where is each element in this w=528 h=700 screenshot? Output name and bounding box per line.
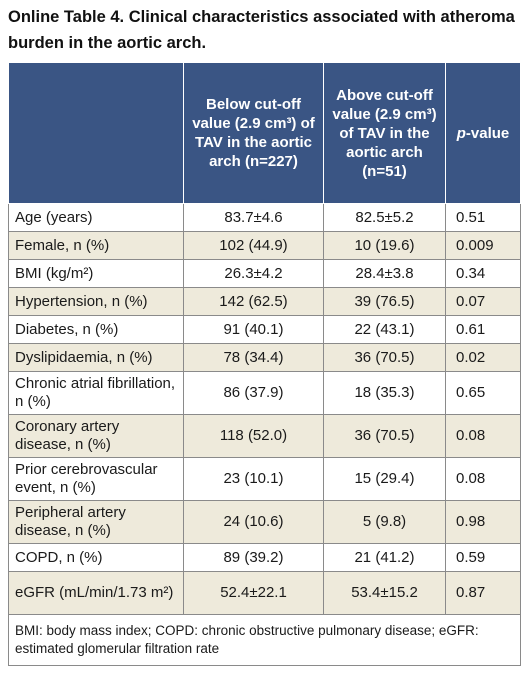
above-value: 39 (76.5) xyxy=(323,287,446,316)
above-value: 22 (43.1) xyxy=(323,315,446,344)
above-value: 36 (70.5) xyxy=(323,414,446,458)
below-value: 52.4±22.1 xyxy=(183,571,324,615)
above-value: 10 (19.6) xyxy=(323,231,446,260)
below-value: 23 (10.1) xyxy=(183,457,324,501)
below-value: 102 (44.9) xyxy=(183,231,324,260)
p-value: 0.51 xyxy=(445,203,521,232)
p-value: 0.65 xyxy=(445,371,521,415)
p-value: 0.98 xyxy=(445,500,521,544)
characteristics-table: Below cut-off value (2.9 cm³) of TAV in … xyxy=(8,62,521,666)
below-value: 118 (52.0) xyxy=(183,414,324,458)
p-value: 0.07 xyxy=(445,287,521,316)
above-value: 36 (70.5) xyxy=(323,343,446,372)
row-label: Diabetes, n (%) xyxy=(8,315,184,344)
below-value: 89 (39.2) xyxy=(183,543,324,572)
row-label: Hypertension, n (%) xyxy=(8,287,184,316)
below-value: 86 (37.9) xyxy=(183,371,324,415)
below-value: 91 (40.1) xyxy=(183,315,324,344)
table-row: COPD, n (%) 89 (39.2) 21 (41.2) 0.59 xyxy=(8,543,521,572)
table-title: Online Table 4. Clinical characteristics… xyxy=(8,8,515,52)
table-row: Peripheral artery disease, n (%) 24 (10.… xyxy=(8,500,521,544)
row-label: eGFR (mL/min/1.73 m²) xyxy=(8,571,184,615)
below-value: 26.3±4.2 xyxy=(183,259,324,288)
row-label: Peripheral artery disease, n (%) xyxy=(8,500,184,544)
footnote: BMI: body mass index; COPD: chronic obst… xyxy=(8,614,521,666)
row-label: Prior cerebrovascular event, n (%) xyxy=(8,457,184,501)
above-value: 5 (9.8) xyxy=(323,500,446,544)
below-value: 142 (62.5) xyxy=(183,287,324,316)
table-row: Diabetes, n (%) 91 (40.1) 22 (43.1) 0.61 xyxy=(8,315,521,344)
p-value: 0.87 xyxy=(445,571,521,615)
p-value: 0.59 xyxy=(445,543,521,572)
table-row: BMI (kg/m²) 26.3±4.2 28.4±3.8 0.34 xyxy=(8,259,521,288)
below-value: 83.7±4.6 xyxy=(183,203,324,232)
row-label: BMI (kg/m²) xyxy=(8,259,184,288)
table-row: Female, n (%) 102 (44.9) 10 (19.6) 0.009 xyxy=(8,231,521,260)
row-label: Coronary artery disease, n (%) xyxy=(8,414,184,458)
p-value: 0.61 xyxy=(445,315,521,344)
row-label: Chronic atrial fibrillation, n (%) xyxy=(8,371,184,415)
table-row: Prior cerebrovascular event, n (%) 23 (1… xyxy=(8,457,521,501)
below-value: 24 (10.6) xyxy=(183,500,324,544)
p-value: 0.08 xyxy=(445,414,521,458)
table-row: Hypertension, n (%) 142 (62.5) 39 (76.5)… xyxy=(8,287,521,316)
header-row: Below cut-off value (2.9 cm³) of TAV in … xyxy=(8,62,521,204)
table-row: Age (years) 83.7±4.6 82.5±5.2 0.51 xyxy=(8,203,521,232)
table-row: Dyslipidaemia, n (%) 78 (34.4) 36 (70.5)… xyxy=(8,343,521,372)
footnote-row: BMI: body mass index; COPD: chronic obst… xyxy=(8,614,521,666)
row-label: Female, n (%) xyxy=(8,231,184,260)
row-label: Dyslipidaemia, n (%) xyxy=(8,343,184,372)
header-p-value: p-value xyxy=(445,62,521,204)
p-value: 0.34 xyxy=(445,259,521,288)
above-value: 53.4±15.2 xyxy=(323,571,446,615)
p-value: 0.02 xyxy=(445,343,521,372)
above-value: 82.5±5.2 xyxy=(323,203,446,232)
table-row: Coronary artery disease, n (%) 118 (52.0… xyxy=(8,414,521,458)
header-characteristic xyxy=(8,62,184,204)
row-label: COPD, n (%) xyxy=(8,543,184,572)
p-value: 0.009 xyxy=(445,231,521,260)
header-above-cutoff: Above cut-off value (2.9 cm³) of TAV in … xyxy=(323,62,446,204)
table-row: eGFR (mL/min/1.73 m²) 52.4±22.1 53.4±15.… xyxy=(8,571,521,615)
row-label: Age (years) xyxy=(8,203,184,232)
p-italic: p xyxy=(456,124,466,142)
above-value: 21 (41.2) xyxy=(323,543,446,572)
p-suffix: -value xyxy=(465,124,510,142)
below-value: 78 (34.4) xyxy=(183,343,324,372)
table-row: Chronic atrial fibrillation, n (%) 86 (3… xyxy=(8,371,521,415)
header-below-cutoff: Below cut-off value (2.9 cm³) of TAV in … xyxy=(183,62,324,204)
above-value: 15 (29.4) xyxy=(323,457,446,501)
above-value: 28.4±3.8 xyxy=(323,259,446,288)
p-value: 0.08 xyxy=(445,457,521,501)
above-value: 18 (35.3) xyxy=(323,371,446,415)
